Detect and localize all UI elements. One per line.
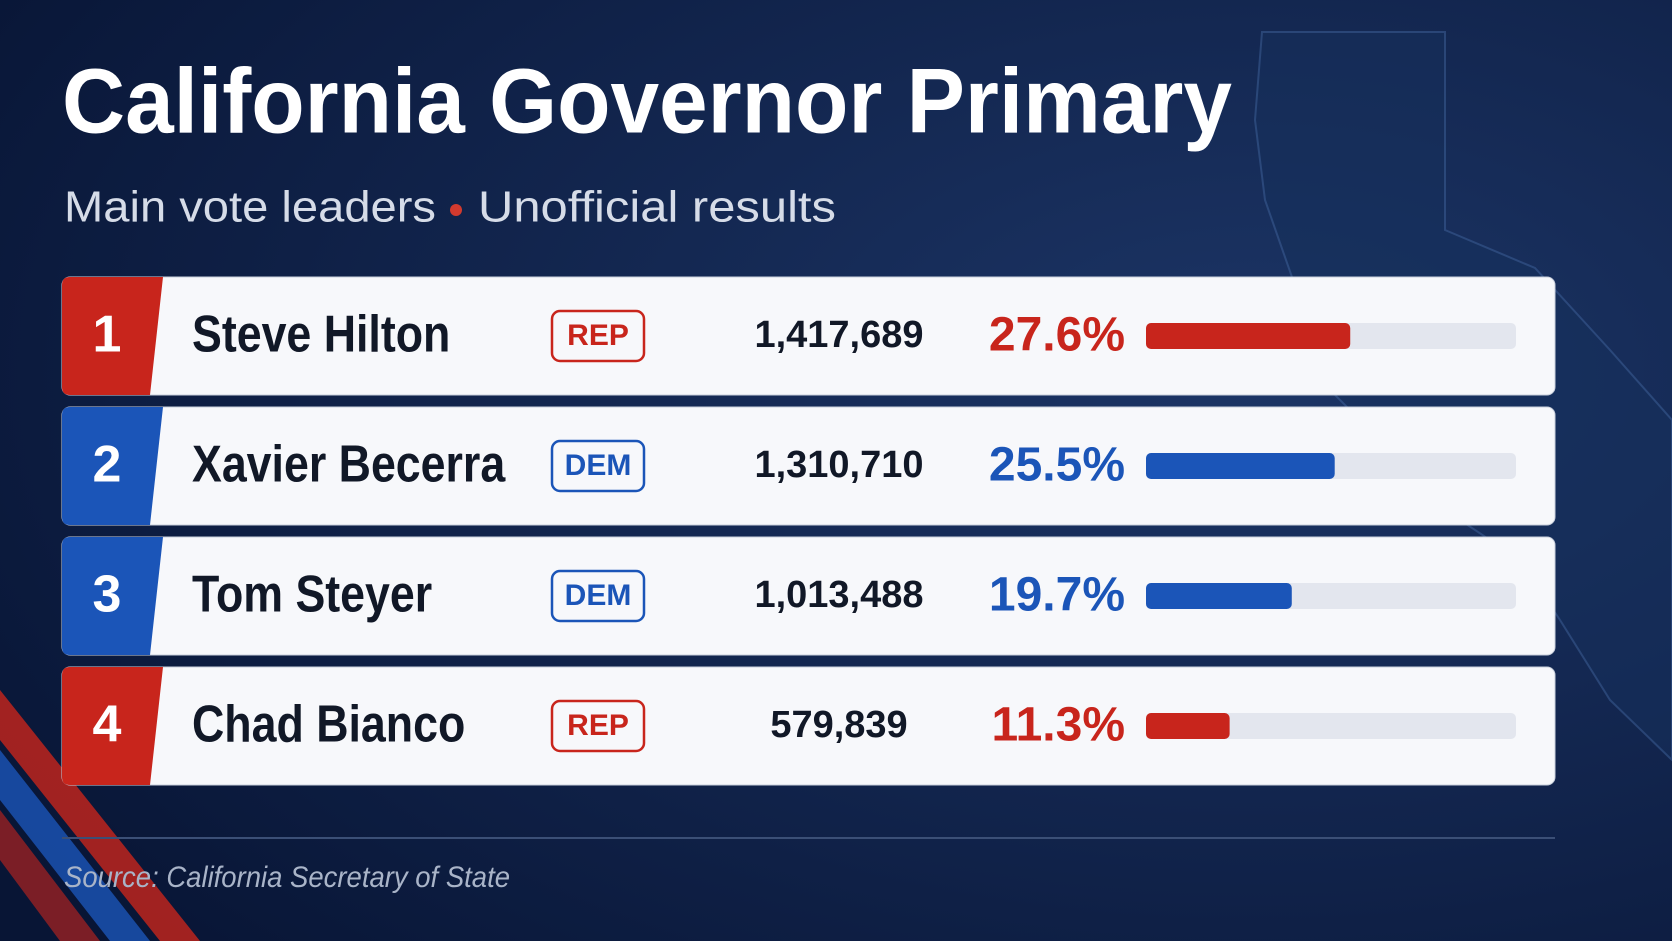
party: DEM bbox=[565, 449, 632, 482]
percent-label: 11.3% bbox=[992, 699, 1125, 752]
source: Source: California Secretary of State bbox=[64, 861, 510, 894]
percent-label: 27.6% bbox=[989, 309, 1125, 362]
bar bbox=[1146, 453, 1335, 479]
rank-box bbox=[62, 537, 163, 655]
party-badge bbox=[550, 439, 646, 493]
candidate-name: Tom Steyer bbox=[192, 566, 432, 624]
rank: 1 bbox=[93, 306, 122, 364]
rank: 4 bbox=[93, 696, 122, 754]
stripe bbox=[0, 810, 100, 941]
party-badge bbox=[550, 309, 646, 363]
votes: 1,310,710 bbox=[754, 444, 923, 486]
rank: 3 bbox=[93, 566, 122, 624]
bar bbox=[1146, 323, 1351, 349]
subtitle: Unofficial results bbox=[478, 183, 836, 232]
rank-box bbox=[62, 667, 163, 785]
party: REP bbox=[567, 709, 629, 742]
votes: 1,013,488 bbox=[754, 574, 923, 616]
party-badge bbox=[550, 699, 646, 753]
rank-box bbox=[62, 277, 163, 395]
subtitle: Main vote leaders bbox=[64, 183, 436, 232]
candidate-name: Steve Hilton bbox=[192, 306, 450, 364]
separator-dot bbox=[450, 204, 462, 216]
stripe bbox=[0, 690, 200, 941]
votes: 1,417,689 bbox=[754, 314, 923, 356]
votes: 579,839 bbox=[770, 704, 907, 746]
percent-label: 25.5% bbox=[989, 439, 1125, 492]
bar bbox=[1146, 583, 1292, 609]
party: DEM bbox=[565, 579, 632, 612]
bar-track bbox=[1146, 713, 1516, 739]
candidate-name: Chad Bianco bbox=[192, 696, 465, 754]
percent-label: 19.7% bbox=[989, 569, 1125, 622]
candidate-name: Xavier Becerra bbox=[192, 436, 506, 494]
chart-title: California Governor Primary bbox=[62, 50, 1232, 152]
stripe bbox=[0, 750, 150, 941]
rank-box bbox=[62, 407, 163, 525]
bar bbox=[1146, 713, 1230, 739]
rank: 2 bbox=[93, 436, 122, 494]
party: REP bbox=[567, 319, 629, 352]
party-badge bbox=[550, 569, 646, 623]
state-outline bbox=[1253, 31, 1672, 762]
